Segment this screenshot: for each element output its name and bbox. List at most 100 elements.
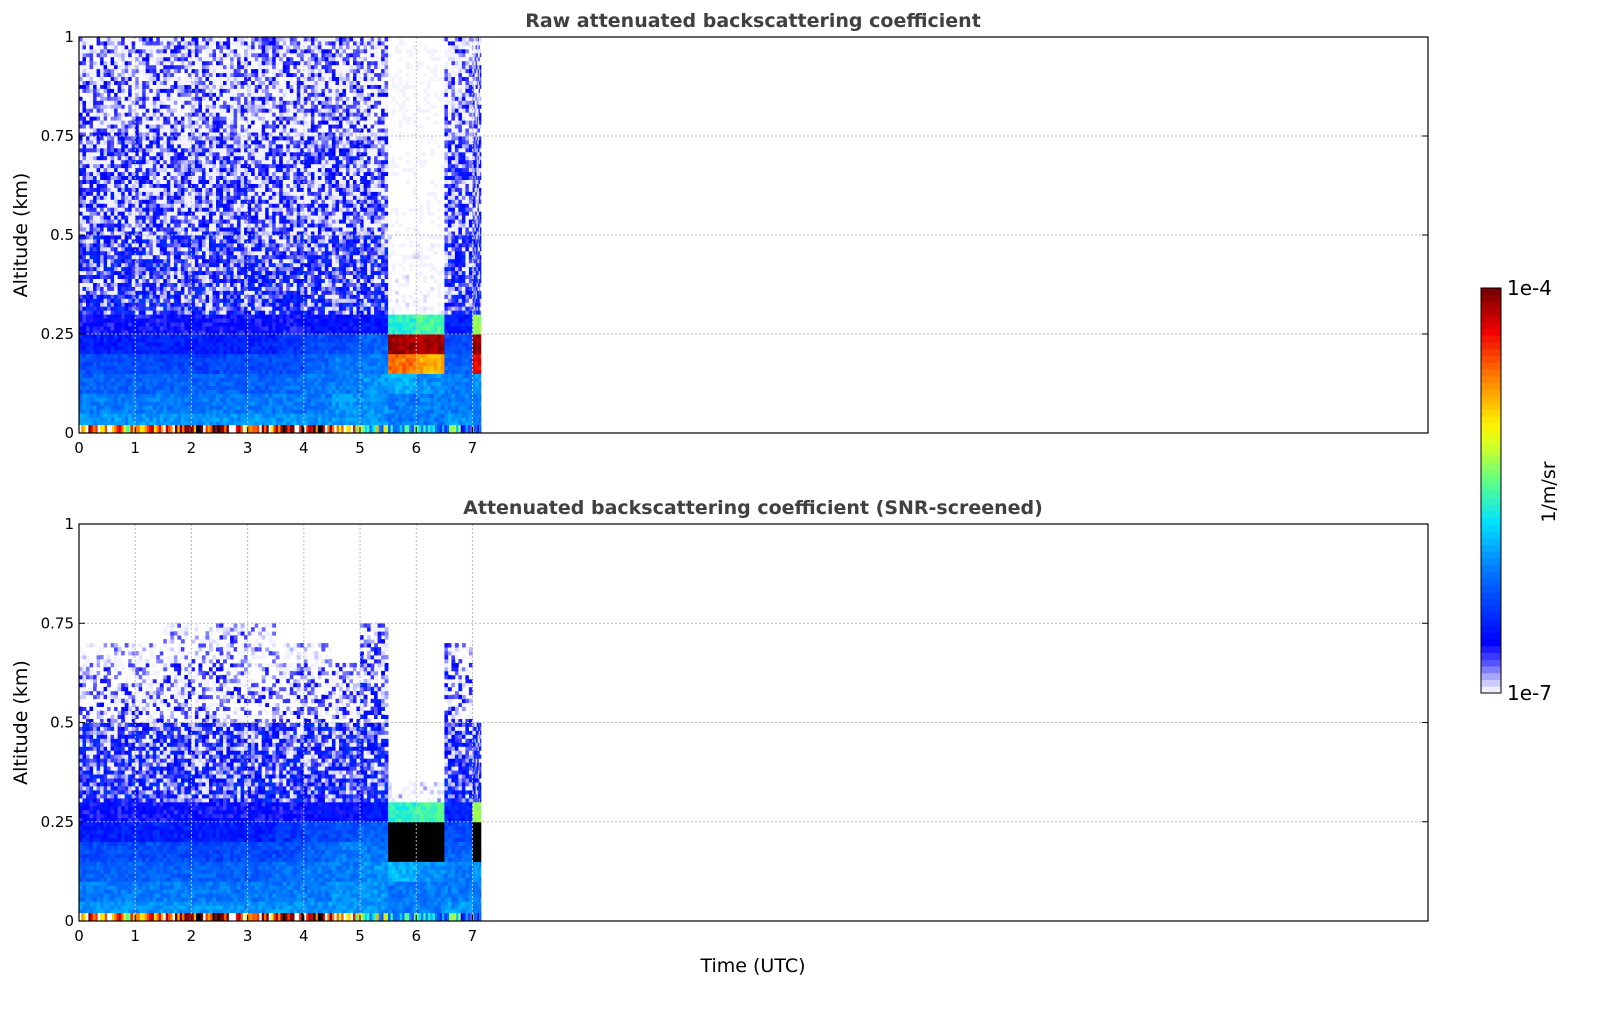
heatmap-cell [124, 369, 129, 374]
heatmap-cell [331, 409, 336, 414]
heatmap-cell [205, 302, 210, 307]
heatmap-cell [251, 341, 255, 347]
heatmap-cell [377, 361, 382, 367]
heatmap-cell [166, 326, 171, 331]
heatmap-cell [202, 373, 206, 378]
heatmap-cell [342, 318, 347, 323]
heatmap-cell [465, 341, 470, 347]
heatmap-cell [360, 274, 364, 279]
heatmap-cell [321, 405, 326, 410]
heatmap-cell [458, 357, 463, 363]
heatmap-cell [170, 330, 175, 335]
heatmap-cell [93, 314, 97, 319]
heatmap-cell [374, 349, 378, 355]
heatmap-cell [377, 330, 382, 335]
heatmap-cell [96, 381, 101, 386]
heatmap-cell [360, 310, 364, 315]
heatmap-cell [216, 334, 220, 339]
heatmap-cell [152, 357, 157, 363]
heatmap-cell [296, 274, 301, 279]
heatmap-cell [156, 409, 161, 414]
heatmap-cell [131, 330, 136, 335]
heatmap-cell [114, 393, 118, 398]
heatmap-cell [114, 353, 118, 359]
heatmap-cell [419, 393, 424, 398]
heatmap-cell [478, 401, 481, 406]
heatmap-cell [461, 417, 466, 422]
heatmap-cell [363, 302, 368, 307]
heatmap-cell [152, 302, 157, 307]
heatmap-cell [324, 274, 329, 279]
heatmap-cell [86, 270, 90, 275]
heatmap-cell [440, 310, 445, 315]
heatmap-cell [135, 302, 140, 307]
heatmap-cell [247, 302, 252, 307]
heatmap-cell [395, 341, 400, 347]
heatmap-cell [461, 298, 466, 303]
heatmap-cell [360, 421, 364, 426]
heatmap-cell [100, 401, 104, 406]
heatmap-cell [209, 334, 213, 339]
heatmap-cell [124, 262, 129, 268]
heatmap-cell [307, 326, 312, 331]
heatmap-cell [367, 298, 371, 303]
heatmap-cell [370, 310, 375, 315]
heatmap-cell [356, 421, 361, 426]
heatmap-cell [135, 330, 140, 335]
heatmap-cell [377, 353, 382, 359]
heatmap-cell [244, 326, 248, 331]
heatmap-cell [388, 274, 392, 279]
heatmap-cell [360, 294, 364, 299]
heatmap-cell [230, 326, 234, 331]
heatmap-cell [226, 401, 231, 406]
heatmap-cell [430, 421, 435, 426]
heatmap-cell [275, 421, 280, 426]
heatmap-cell [93, 302, 97, 307]
heatmap-cell [473, 381, 475, 386]
heatmap-cell [131, 381, 136, 386]
heatmap-cell [412, 349, 417, 355]
heatmap-cell [473, 314, 475, 319]
heatmap-cell [194, 326, 199, 331]
heatmap-cell [440, 369, 445, 374]
heatmap-cell [198, 373, 203, 378]
heatmap-cell [212, 338, 217, 343]
heatmap-cell [131, 290, 136, 295]
heatmap-cell [145, 397, 150, 402]
heatmap-cell [96, 413, 101, 418]
heatmap-cell [317, 345, 322, 351]
heatmap-cell [279, 393, 284, 398]
heatmap-cell [128, 294, 133, 299]
heatmap-cell [261, 286, 266, 291]
heatmap-cell [335, 409, 340, 414]
heatmap-cell [202, 421, 206, 426]
heatmap-cell [117, 401, 122, 406]
heatmap-cell [339, 413, 343, 418]
heatmap-cell [461, 278, 466, 283]
heatmap-cell [124, 298, 129, 303]
heatmap-cell [159, 369, 164, 374]
heatmap-cell [458, 286, 463, 291]
heatmap-cell [356, 330, 361, 335]
heatmap-cell [444, 409, 449, 414]
heatmap-cell [142, 373, 147, 378]
heatmap-cell [402, 341, 407, 347]
heatmap-cell [423, 357, 428, 363]
heatmap-cell [454, 417, 459, 422]
heatmap-cell [391, 413, 396, 418]
heatmap-cell [360, 361, 364, 367]
heatmap-cell [191, 389, 196, 394]
heatmap-cell [465, 365, 470, 371]
heatmap-cell [465, 389, 470, 394]
heatmap-cell [135, 282, 140, 287]
heatmap-cell [317, 298, 322, 303]
heatmap-cell [184, 326, 189, 331]
heatmap-cell [300, 417, 305, 422]
heatmap-cell [251, 318, 255, 323]
heatmap-cell [328, 306, 333, 311]
heatmap-cell [307, 290, 312, 295]
heatmap-cell [367, 330, 371, 335]
heatmap-cell [381, 393, 385, 398]
heatmap-cell [430, 294, 435, 299]
heatmap-cell [476, 306, 479, 311]
